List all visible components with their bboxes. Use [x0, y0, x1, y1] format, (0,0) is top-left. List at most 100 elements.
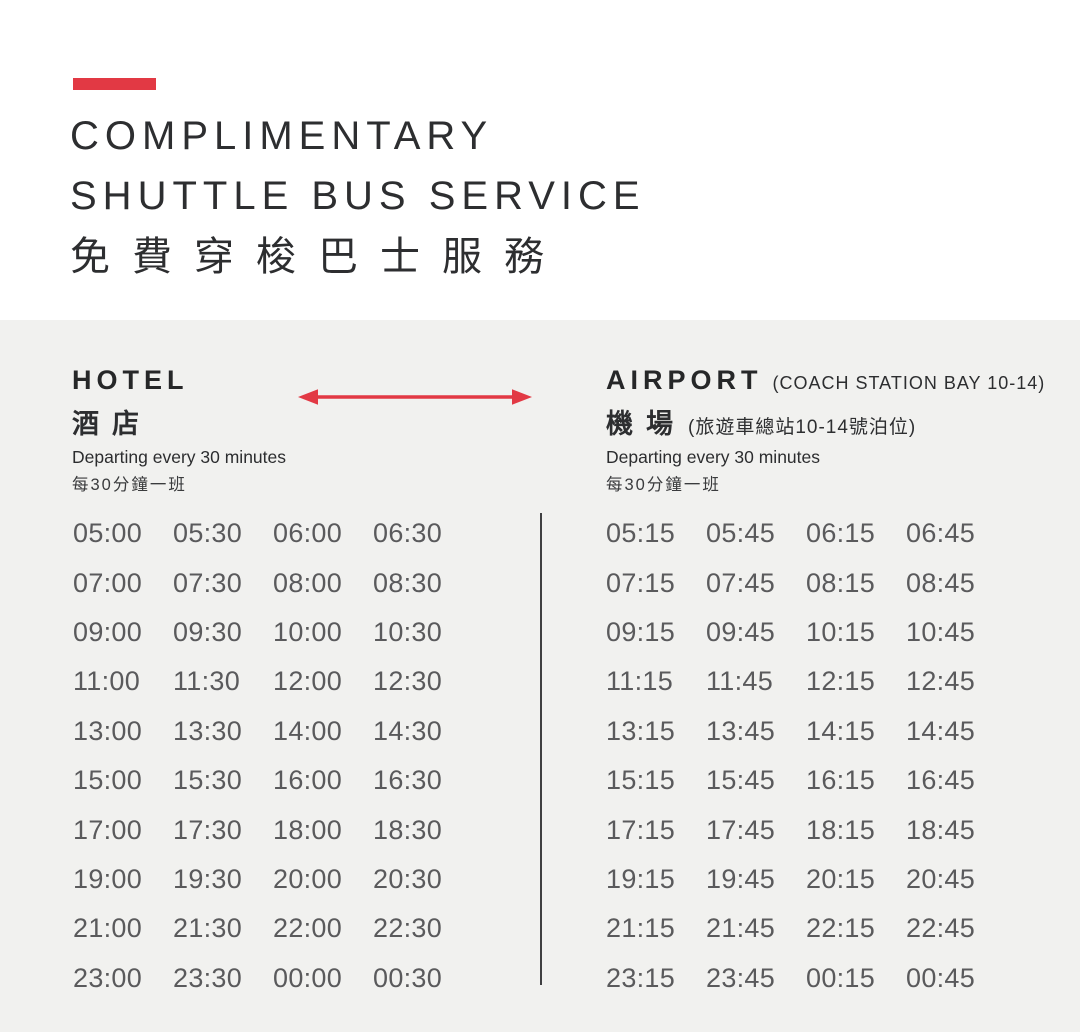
time-cell: 05:45	[706, 518, 776, 549]
time-cell: 11:45	[706, 666, 774, 697]
time-row: 23:00 23:30 00:00 00:30	[73, 954, 473, 1003]
airport-heading-chinese-subtitle: (旅遊車總站10-14號泊位)	[688, 417, 917, 438]
time-cell: 06:15	[806, 518, 876, 549]
time-cell: 14:00	[273, 715, 343, 746]
time-row: 09:15 09:45 10:15 10:45	[606, 608, 1006, 657]
time-cell: 21:15	[606, 913, 676, 944]
time-row: 13:00 13:30 14:00 14:30	[73, 707, 473, 756]
time-row: 11:15 11:45 12:15 12:45	[606, 657, 1006, 706]
time-cell: 12:00	[273, 666, 343, 697]
time-row: 13:15 13:45 14:15 14:45	[606, 707, 1006, 756]
time-row: 07:00 07:30 08:00 08:30	[73, 558, 473, 607]
time-cell: 19:30	[173, 863, 243, 894]
time-cell: 21:30	[173, 913, 243, 944]
airport-heading-chinese-text: 機場	[606, 409, 686, 439]
time-row: 17:15 17:45 18:15 18:45	[606, 805, 1006, 854]
time-cell: 07:45	[706, 567, 776, 598]
airport-heading: AIRPORT (COACH STATION BAY 10-14)	[606, 365, 1045, 396]
time-row: 05:15 05:45 06:15 06:45	[606, 509, 1006, 558]
time-cell: 10:45	[906, 616, 976, 647]
time-cell: 20:45	[906, 863, 976, 894]
time-cell: 18:30	[373, 814, 443, 845]
time-cell: 21:45	[706, 913, 776, 944]
hotel-heading: HOTEL	[72, 365, 189, 395]
time-cell: 21:00	[73, 913, 143, 944]
time-cell: 22:15	[806, 913, 876, 944]
time-cell: 17:30	[173, 814, 243, 845]
time-cell: 07:00	[73, 567, 143, 598]
time-cell: 13:45	[706, 715, 776, 746]
hotel-frequency-zh: 每30分鐘一班	[72, 476, 187, 494]
time-cell: 13:00	[73, 715, 143, 746]
time-cell: 16:15	[806, 765, 876, 796]
time-cell: 07:15	[606, 567, 676, 598]
time-cell: 19:15	[606, 863, 676, 894]
time-cell: 06:45	[906, 518, 976, 549]
time-cell: 23:45	[706, 962, 776, 993]
time-cell: 15:00	[73, 765, 143, 796]
airport-frequency-zh: 每30分鐘一班	[606, 476, 721, 494]
time-cell: 09:15	[606, 616, 676, 647]
time-row: 19:00 19:30 20:00 20:30	[73, 855, 473, 904]
airport-heading-text: AIRPORT	[606, 365, 763, 395]
time-cell: 20:15	[806, 863, 876, 894]
time-cell: 23:30	[173, 962, 243, 993]
time-row: 17:00 17:30 18:00 18:30	[73, 805, 473, 854]
time-cell: 00:30	[373, 962, 443, 993]
column-divider	[540, 513, 542, 985]
time-cell: 22:30	[373, 913, 443, 944]
time-row: 21:15 21:45 22:15 22:45	[606, 904, 1006, 953]
airport-heading-chinese: 機場 (旅遊車總站10-14號泊位)	[606, 402, 916, 441]
time-cell: 00:15	[806, 962, 876, 993]
time-cell: 17:45	[706, 814, 776, 845]
time-cell: 16:45	[906, 765, 976, 796]
time-cell: 18:45	[906, 814, 976, 845]
airport-frequency-en: Departing every 30 minutes	[606, 447, 820, 467]
time-row: 09:00 09:30 10:00 10:30	[73, 608, 473, 657]
time-cell: 16:00	[273, 765, 343, 796]
time-cell: 18:00	[273, 814, 343, 845]
hotel-heading-chinese: 酒店	[72, 409, 152, 439]
time-row: 23:15 23:45 00:15 00:45	[606, 954, 1006, 1003]
airport-heading-subtitle: (COACH STATION BAY 10-14)	[772, 373, 1046, 393]
time-cell: 05:30	[173, 518, 243, 549]
time-cell: 13:15	[606, 715, 676, 746]
time-cell: 08:30	[373, 567, 443, 598]
time-cell: 12:45	[906, 666, 976, 697]
accent-dash	[73, 78, 156, 90]
time-cell: 09:00	[73, 616, 143, 647]
airport-times-table: 05:15 05:45 06:15 06:45 07:15 07:45 08:15 08:45…	[606, 509, 1006, 1003]
time-cell: 09:30	[173, 616, 243, 647]
page-title-line-2: SHUTTLE BUS SERVICE	[70, 174, 646, 218]
time-cell: 10:15	[806, 616, 876, 647]
time-cell: 10:00	[273, 616, 343, 647]
time-cell: 15:30	[173, 765, 243, 796]
time-cell: 22:45	[906, 913, 976, 944]
time-cell: 07:30	[173, 567, 243, 598]
time-cell: 19:00	[73, 863, 143, 894]
time-cell: 16:30	[373, 765, 443, 796]
time-cell: 17:15	[606, 814, 676, 845]
time-cell: 08:00	[273, 567, 343, 598]
hotel-times-table: 05:00 05:30 06:00 06:30 07:00 07:30 08:00 08:30…	[73, 509, 473, 1003]
time-cell: 23:15	[606, 962, 676, 993]
time-cell: 12:30	[373, 666, 443, 697]
time-cell: 15:45	[706, 765, 776, 796]
page-title-chinese: 免費穿梭巴士服務	[70, 235, 566, 279]
time-cell: 05:15	[606, 518, 676, 549]
time-row: 21:00 21:30 22:00 22:30	[73, 904, 473, 953]
time-cell: 08:45	[906, 567, 976, 598]
time-row: 11:00 11:30 12:00 12:30	[73, 657, 473, 706]
time-row: 05:00 05:30 06:00 06:30	[73, 509, 473, 558]
time-row: 15:00 15:30 16:00 16:30	[73, 756, 473, 805]
time-cell: 20:00	[273, 863, 343, 894]
time-row: 07:15 07:45 08:15 08:45	[606, 558, 1006, 607]
time-cell: 20:30	[373, 863, 443, 894]
time-cell: 15:15	[606, 765, 676, 796]
time-cell: 11:00	[73, 666, 141, 697]
time-cell: 19:45	[706, 863, 776, 894]
time-cell: 23:00	[73, 962, 143, 993]
time-cell: 12:15	[806, 666, 876, 697]
page-title-line-1: COMPLIMENTARY	[70, 114, 494, 158]
time-cell: 11:15	[606, 666, 674, 697]
